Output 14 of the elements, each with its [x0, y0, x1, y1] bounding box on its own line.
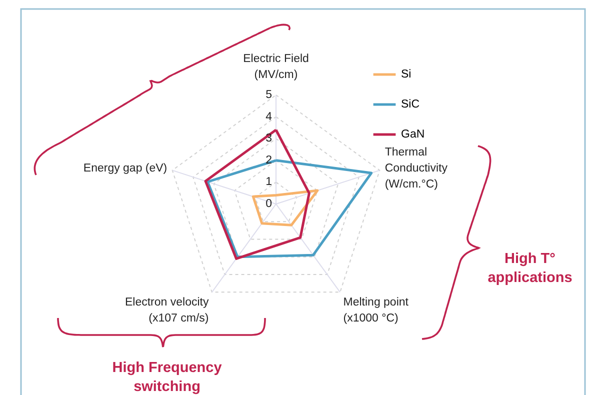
legend-label: GaN	[401, 128, 425, 140]
y-tick-label: 4	[266, 110, 273, 123]
text: High T° applications	[488, 251, 572, 286]
text: High Frequency switching	[112, 360, 222, 395]
spoke-label: Melting point (x1000 °C)	[343, 296, 410, 325]
spoke-label: Electron velocity (x107 cm/s)	[124, 296, 209, 325]
spoke-label: Energy gap (eV)	[83, 162, 168, 175]
y-tick-label: 0	[266, 198, 272, 210]
spoke-label: Electric Field (MV/cm)	[243, 53, 309, 82]
spoke-label: Thermal Conductivity (W/cm.°C)	[384, 146, 448, 191]
legend-label: SiC	[401, 98, 420, 110]
y-tick-label: 1	[266, 176, 272, 188]
legend-label: Si	[401, 68, 412, 80]
y-tick-label: 5	[266, 89, 272, 101]
